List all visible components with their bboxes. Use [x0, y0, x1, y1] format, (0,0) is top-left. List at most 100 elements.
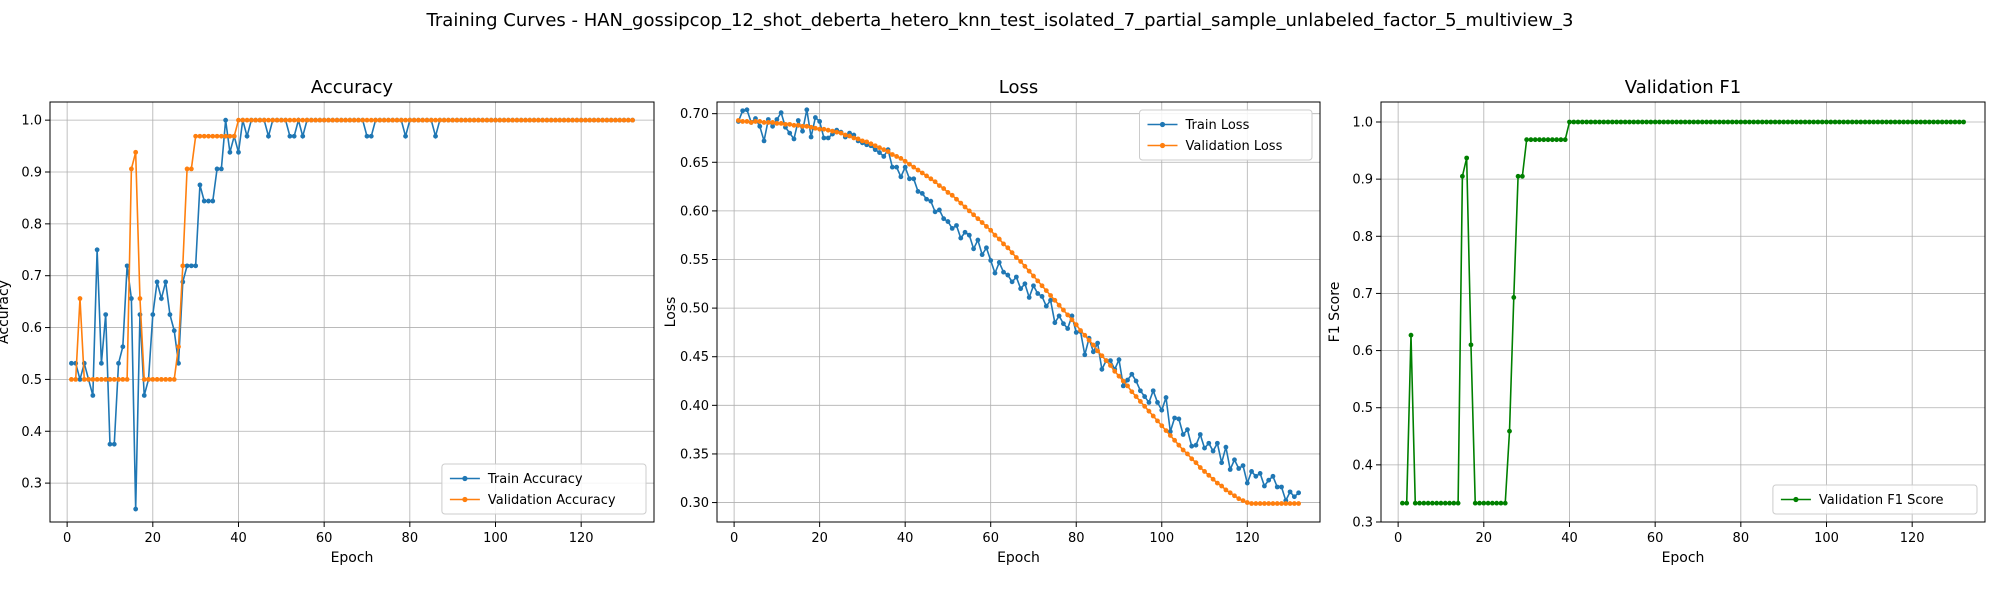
chart-title: Validation F1 — [1625, 77, 1741, 98]
data-point — [158, 377, 164, 382]
data-point — [962, 229, 968, 235]
data-point — [1099, 353, 1105, 359]
data-point — [1502, 500, 1508, 506]
data-point — [1909, 119, 1915, 125]
data-point — [1185, 427, 1190, 433]
data-point — [800, 123, 805, 129]
data-point — [928, 176, 934, 182]
data-point — [1704, 119, 1709, 125]
data-point — [1669, 119, 1675, 125]
data-point — [932, 179, 938, 185]
y-tick-label: 0.5 — [1352, 401, 1373, 416]
data-point — [984, 245, 989, 251]
data-point — [1159, 423, 1165, 429]
data-point — [1022, 281, 1028, 287]
data-point — [1866, 119, 1872, 125]
data-point — [497, 117, 503, 123]
data-point — [1828, 119, 1834, 125]
data-point — [1210, 476, 1216, 482]
data-point — [484, 117, 490, 123]
data-point — [1287, 501, 1293, 506]
data-point — [351, 117, 357, 123]
legend-entry-label: Validation Accuracy — [488, 493, 616, 508]
data-point — [1082, 332, 1088, 338]
data-point — [1035, 291, 1041, 296]
data-point — [1858, 119, 1864, 125]
data-point — [992, 232, 998, 238]
x-axis-label: Epoch — [1662, 550, 1705, 566]
data-point — [1236, 466, 1242, 471]
data-point — [600, 117, 605, 123]
y-tick-label: 0.4 — [1352, 458, 1373, 473]
data-point — [1489, 500, 1495, 506]
x-tick-label: 0 — [63, 531, 71, 546]
data-point — [1219, 483, 1225, 489]
y-tick-label: 1.0 — [21, 114, 42, 129]
data-point — [941, 186, 947, 191]
data-point — [1249, 501, 1254, 506]
data-point — [270, 117, 276, 123]
data-point — [244, 117, 250, 123]
data-point — [120, 344, 126, 350]
x-tick-label: 40 — [1561, 531, 1578, 546]
data-point — [1687, 119, 1692, 125]
y-tick-label: 0.65 — [680, 156, 709, 171]
data-point — [1408, 332, 1414, 338]
data-point — [433, 133, 438, 139]
data-point — [842, 132, 848, 138]
data-point — [107, 441, 113, 447]
data-point — [505, 117, 511, 123]
data-point — [1545, 137, 1551, 143]
data-point — [1031, 283, 1036, 289]
data-point — [1159, 407, 1165, 413]
data-point — [1253, 501, 1259, 506]
legend-box — [1772, 484, 1978, 515]
data-point — [838, 130, 844, 136]
data-point — [338, 117, 344, 123]
data-point — [257, 117, 263, 123]
legend-entry-label: Validation F1 Score — [1819, 493, 1944, 508]
data-point — [210, 198, 216, 204]
data-point — [954, 196, 959, 202]
data-point — [377, 117, 383, 123]
data-point — [1056, 313, 1062, 319]
data-point — [1841, 119, 1847, 125]
data-point — [919, 170, 925, 176]
data-point — [116, 360, 121, 366]
data-point — [1918, 119, 1924, 125]
data-point — [1048, 297, 1053, 303]
data-point — [1249, 469, 1254, 474]
data-point — [463, 117, 468, 123]
data-point — [1125, 383, 1130, 389]
data-point — [111, 377, 117, 382]
data-point — [975, 216, 981, 222]
chart-panel-1: 0 20 40 60 80 100 120 0.30 0.35 0.40 0.45 0.50 0.55 0… — [663, 77, 1321, 566]
data-point — [364, 117, 370, 123]
data-point — [1712, 119, 1718, 125]
data-point — [1073, 322, 1079, 328]
data-point — [1065, 312, 1071, 318]
data-point — [428, 117, 434, 123]
data-point — [877, 145, 882, 151]
data-point — [1262, 501, 1267, 506]
x-tick-label: 20 — [1476, 531, 1493, 546]
y-tick-label: 0.6 — [1352, 344, 1373, 359]
data-point — [1061, 321, 1066, 327]
data-point — [1189, 443, 1195, 449]
data-point — [1635, 119, 1641, 125]
data-point — [1035, 278, 1041, 284]
data-point — [1082, 352, 1088, 358]
data-point — [283, 117, 288, 123]
data-point — [124, 263, 130, 269]
data-point — [1717, 119, 1722, 125]
data-point — [291, 117, 297, 123]
data-point — [1069, 317, 1075, 323]
data-point — [420, 117, 426, 123]
axes-frame — [716, 101, 1321, 523]
data-point — [94, 247, 100, 253]
data-point — [171, 328, 177, 334]
legend: Train Loss Validation Loss — [1139, 109, 1313, 161]
data-point — [304, 117, 310, 123]
data-point — [287, 133, 293, 139]
